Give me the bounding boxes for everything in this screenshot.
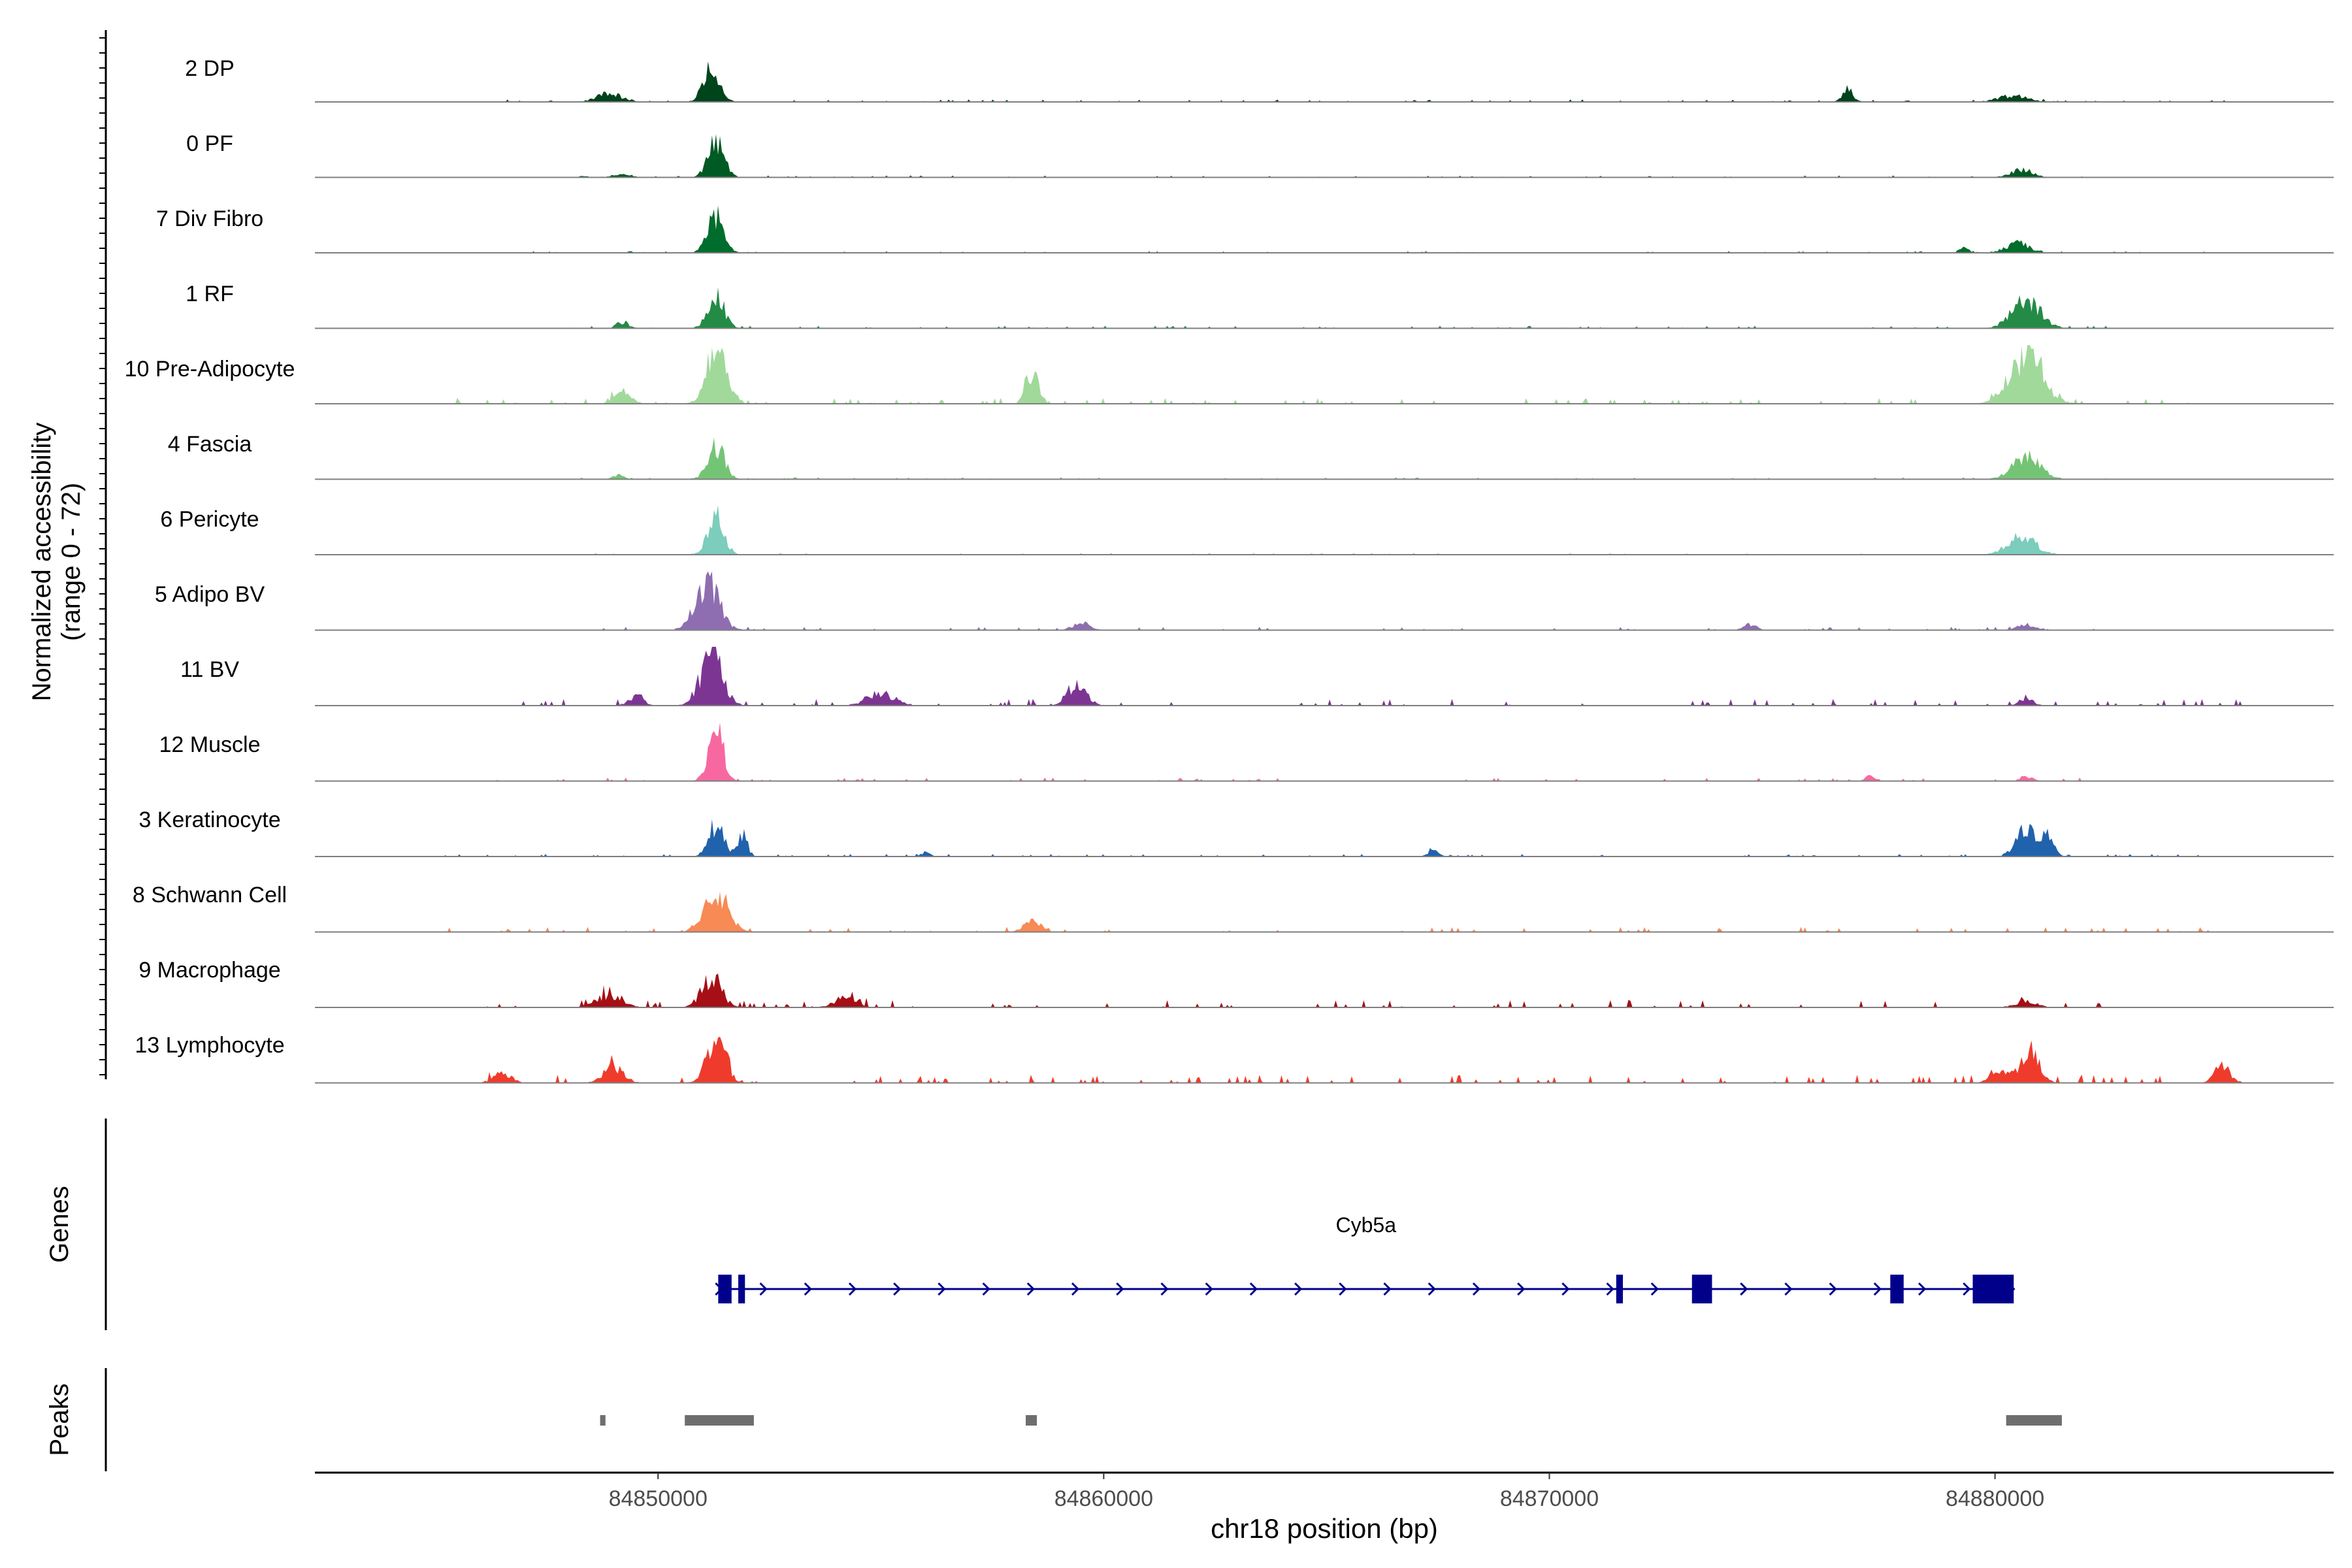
gene-exon — [1691, 1275, 1712, 1303]
strand-arrow — [1650, 1282, 1659, 1296]
coverage-track-area — [315, 505, 2334, 555]
peak-region — [2006, 1415, 2062, 1426]
strand-arrow — [1160, 1282, 1169, 1296]
gene-name-label: Cyb5a — [1336, 1213, 1397, 1237]
strand-arrow — [759, 1282, 768, 1296]
peaks-label: Peaks — [45, 1383, 74, 1456]
peak-region — [600, 1415, 606, 1426]
coverage-track-area — [315, 571, 2334, 630]
coverage-track-area — [315, 437, 2334, 480]
x-axis: 84850000 84860000 84870000 84880000 — [609, 1473, 2044, 1511]
strand-arrow — [1383, 1282, 1392, 1296]
peak-region — [1025, 1415, 1037, 1426]
strand-arrow — [1249, 1282, 1258, 1296]
strand-arrow — [938, 1282, 946, 1296]
strand-arrow — [1116, 1282, 1124, 1296]
strand-arrow — [1071, 1282, 1080, 1296]
coverage-track-area — [315, 891, 2334, 932]
x-tick-label: 84880000 — [1946, 1486, 2044, 1511]
x-tick-label: 84850000 — [609, 1486, 708, 1511]
x-tick-label: 84870000 — [1500, 1486, 1599, 1511]
coverage-track-area — [315, 205, 2334, 253]
track-label: 7 Div Fibro — [156, 206, 263, 231]
track-label: 3 Keratinocyte — [139, 808, 280, 832]
coverage-track-area — [315, 647, 2334, 706]
strand-arrow — [1294, 1282, 1303, 1296]
coverage-track-area — [315, 819, 2334, 857]
strand-arrow — [1873, 1282, 1882, 1296]
track-label: 8 Schwann Cell — [133, 883, 287, 907]
coverage-track-area — [315, 345, 2334, 404]
peak-region — [685, 1415, 754, 1426]
strand-arrow — [1472, 1282, 1481, 1296]
gene-exon — [718, 1275, 732, 1303]
track-label: 1 RF — [186, 282, 234, 306]
gene-exon — [1616, 1275, 1624, 1303]
coverage-tracks — [315, 61, 2334, 1084]
strand-arrow — [1517, 1282, 1526, 1296]
gene-exon — [1890, 1275, 1904, 1303]
strand-arrow — [1963, 1282, 1971, 1296]
coverage-axis-ticks — [99, 37, 106, 1075]
track-label: 6 Pericyte — [160, 507, 259, 532]
strand-arrow — [893, 1282, 902, 1296]
gene-model — [715, 1275, 2016, 1303]
coverage-track-area — [315, 973, 2334, 1007]
strand-arrow — [1784, 1282, 1793, 1296]
track-label: 13 Lymphocyte — [135, 1033, 284, 1058]
genes-label: Genes — [45, 1186, 74, 1263]
strand-arrow — [1428, 1282, 1436, 1296]
strand-arrow — [1026, 1282, 1035, 1296]
coverage-track-area — [315, 287, 2334, 329]
strand-arrow — [1339, 1282, 1347, 1296]
coverage-track-area — [315, 134, 2334, 178]
strand-arrow — [1918, 1282, 1927, 1296]
track-label: 11 BV — [180, 657, 239, 682]
strand-arrow — [1740, 1282, 1748, 1296]
strand-arrow — [804, 1282, 812, 1296]
x-axis-title: chr18 position (bp) — [1211, 1513, 1438, 1544]
track-label: 2 DP — [185, 56, 235, 81]
gene-exon — [738, 1275, 745, 1303]
gene-exon — [1972, 1275, 2014, 1303]
strand-arrow — [1561, 1282, 1570, 1296]
strand-arrow — [1205, 1282, 1213, 1296]
track-label: 12 Muscle — [159, 732, 261, 757]
strand-arrow — [1606, 1282, 1614, 1296]
track-label: 5 Adipo BV — [155, 582, 265, 607]
track-label: 4 Fascia — [168, 432, 252, 457]
x-tick-label: 84860000 — [1054, 1486, 1153, 1511]
strand-arrow — [848, 1282, 857, 1296]
coverage-track-area — [315, 723, 2334, 781]
strand-arrow — [982, 1282, 990, 1296]
peak-regions — [600, 1415, 2062, 1426]
strand-arrow — [1829, 1282, 1837, 1296]
coverage-ylabel-line1: Normalized accessibility — [27, 423, 56, 702]
coverage-track-area — [315, 1036, 2334, 1083]
track-labels: 2 DP 0 PF 7 Div Fibro 1 RF 10 Pre-Adipoc… — [125, 56, 295, 1058]
track-label: 0 PF — [186, 131, 233, 156]
track-label: 9 Macrophage — [139, 958, 280, 983]
track-label: 10 Pre-Adipocyte — [125, 357, 295, 382]
coverage-ylabel-line2: (range 0 - 72) — [57, 483, 86, 641]
